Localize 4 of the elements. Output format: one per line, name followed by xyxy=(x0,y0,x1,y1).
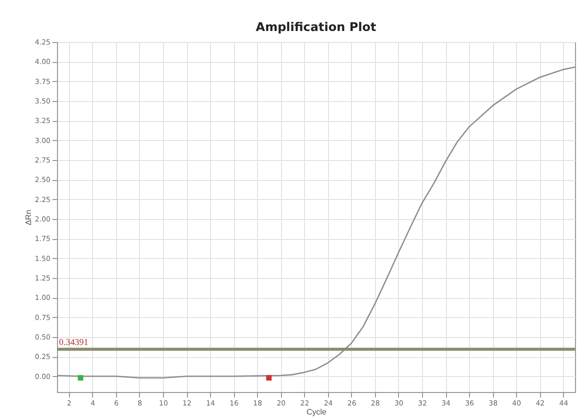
chart-title: Amplification Plot xyxy=(256,20,376,34)
y-axis-title: ΔRn xyxy=(24,210,33,226)
ref-line-label: 0.34391 xyxy=(59,337,88,348)
x-axis-title: Cycle xyxy=(306,408,328,416)
